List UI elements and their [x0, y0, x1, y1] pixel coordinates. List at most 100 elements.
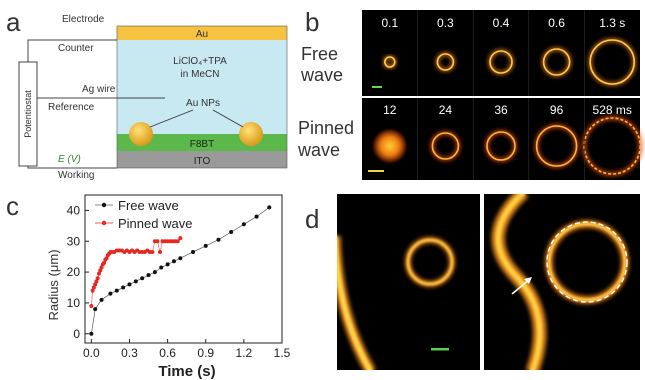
y-tick-label-2: 20 — [67, 265, 81, 279]
panel-c: c Radius (μm) Time (s) 0.0 0.3 0.6 0.9 1.2 1.… — [6, 191, 291, 380]
pinned-scale-bar — [368, 170, 384, 172]
y-axis-label: Radius (μm) — [46, 249, 61, 320]
e-voltage-label: E (V) — [58, 154, 81, 165]
counter-wire — [27, 39, 117, 62]
series-1-point-8 — [99, 265, 104, 270]
panel-a: a Au LiClO₄+TPA in MeCN F8BT ITO Au NPs … — [6, 7, 288, 181]
series-0-point-15 — [191, 250, 196, 255]
axis-ticks: 0.0 0.3 0.6 0.9 1.2 1.5 0 10 20 30 40 — [67, 203, 291, 360]
x-axis-label: Time (s) — [158, 363, 215, 380]
free-time-label-3: 0.6 — [548, 16, 565, 30]
panel-d-left-image — [337, 194, 480, 370]
panel-c-label: c — [6, 191, 19, 221]
panel-b: b Free wave Pinned wave 0.1 0.3 0.4 0.6 1.3 … — [297, 7, 643, 180]
electrode-label: Electrode — [62, 14, 105, 25]
x-tick-label-5: 1.5 — [274, 346, 291, 360]
electrolyte-label-2: in MeCN — [181, 69, 220, 80]
series-1-point-6 — [96, 271, 101, 276]
y-tick-label-3: 30 — [67, 234, 81, 248]
series-0-point-14 — [178, 256, 183, 261]
pinned-wave-label-1: Pinned — [298, 118, 354, 138]
y-tick-label-1: 10 — [67, 296, 81, 310]
pinned-wave-blob-0 — [372, 129, 407, 163]
series-0-point-7 — [133, 279, 138, 284]
series-0-point-6 — [127, 282, 132, 287]
series-0-point-21 — [267, 205, 272, 210]
au-nps-pointer-left — [149, 109, 194, 128]
pinned-wave-ring-2 — [486, 131, 516, 161]
ito-layer — [117, 151, 287, 168]
series-1-point-7 — [98, 268, 103, 273]
panel-d-label: d — [305, 204, 319, 234]
au-layer — [117, 26, 287, 40]
working-wire — [27, 166, 117, 169]
series-0-point-11 — [159, 265, 164, 270]
pinned-time-label-0: 12 — [383, 103, 397, 117]
panel-a-label: a — [6, 7, 21, 37]
series-0-point-17 — [216, 237, 221, 242]
series-line-1 — [91, 237, 181, 307]
free-time-label-0: 0.1 — [381, 16, 398, 30]
free-wave-label-2: wave — [300, 65, 343, 85]
device-outline — [116, 25, 288, 169]
series-0-point-3 — [108, 291, 113, 296]
plot-frame — [84, 194, 283, 344]
series-0-point-9 — [146, 273, 151, 278]
pinned-wave-label-2: wave — [297, 140, 340, 160]
series-0-point-5 — [121, 285, 126, 290]
free-time-label-1: 0.3 — [437, 16, 454, 30]
series-1-point-42 — [175, 239, 180, 244]
reference-label: Reference — [48, 102, 95, 113]
series-0-point-19 — [241, 222, 246, 227]
x-tick-label-3: 0.9 — [197, 346, 214, 360]
free-time-label-4: 1.3 s — [599, 16, 625, 30]
potentiostat-label: Potentiostat — [23, 90, 33, 138]
series-line-0 — [91, 207, 270, 334]
series-0-point-12 — [165, 262, 170, 267]
free-wave-ring-2 — [489, 50, 513, 74]
legend-free-marker — [101, 202, 107, 208]
series-1-point-3 — [93, 282, 98, 287]
au-label: Au — [196, 29, 208, 40]
au-nps-label: Au NPs — [186, 98, 220, 109]
series-1-point-0 — [89, 304, 94, 308]
pinned-wave-ring-1 — [431, 132, 460, 160]
legend-pinned-marker — [101, 220, 107, 226]
series-1-point-2 — [91, 285, 96, 290]
free-wave-ring-4 — [589, 39, 636, 85]
series-1-point-35 — [157, 250, 162, 255]
y-tick-label-0: 0 — [73, 327, 80, 341]
free-wave-frames: 0.1 0.3 0.4 0.6 1.3 s — [381, 10, 636, 96]
y-tick-label-4: 40 — [67, 203, 81, 217]
free-wave-ring-3 — [542, 48, 571, 76]
data-series — [89, 205, 272, 336]
electrolyte-label-1: LiClO₄+TPA — [173, 56, 227, 67]
pinned-time-label-4: 528 ms — [593, 103, 632, 117]
series-1-point-34 — [155, 239, 160, 244]
working-label: Working — [58, 170, 95, 181]
free-scale-bar — [372, 86, 382, 88]
pinned-time-label-1: 24 — [439, 103, 453, 117]
series-0-point-1 — [93, 307, 98, 312]
series-0-point-2 — [99, 297, 104, 302]
ito-label: ITO — [194, 156, 211, 167]
series-0-point-10 — [152, 270, 157, 275]
pinned-time-label-2: 36 — [494, 103, 508, 117]
series-1-point-5 — [95, 276, 100, 281]
au-nps-pointer-right — [212, 109, 244, 128]
pinned-wave-frames: 12 24 36 96 528 ms — [372, 98, 643, 180]
legend-pinned-label: Pinned wave — [118, 216, 192, 231]
f8bt-label: F8BT — [190, 139, 214, 150]
free-wave-ring-0 — [383, 56, 396, 68]
series-0-point-8 — [140, 276, 145, 281]
series-1-point-43 — [178, 236, 183, 241]
series-1-point-4 — [94, 279, 99, 284]
au-nanoparticle-right — [239, 122, 263, 146]
au-nanoparticle-left — [129, 122, 153, 146]
x-tick-label-4: 1.2 — [236, 346, 253, 360]
panel-b-label: b — [305, 7, 319, 37]
pinned-time-label-3: 96 — [550, 103, 564, 117]
x-tick-label-2: 0.6 — [159, 346, 176, 360]
series-1-point-10 — [102, 260, 107, 265]
series-0-point-18 — [229, 230, 234, 234]
